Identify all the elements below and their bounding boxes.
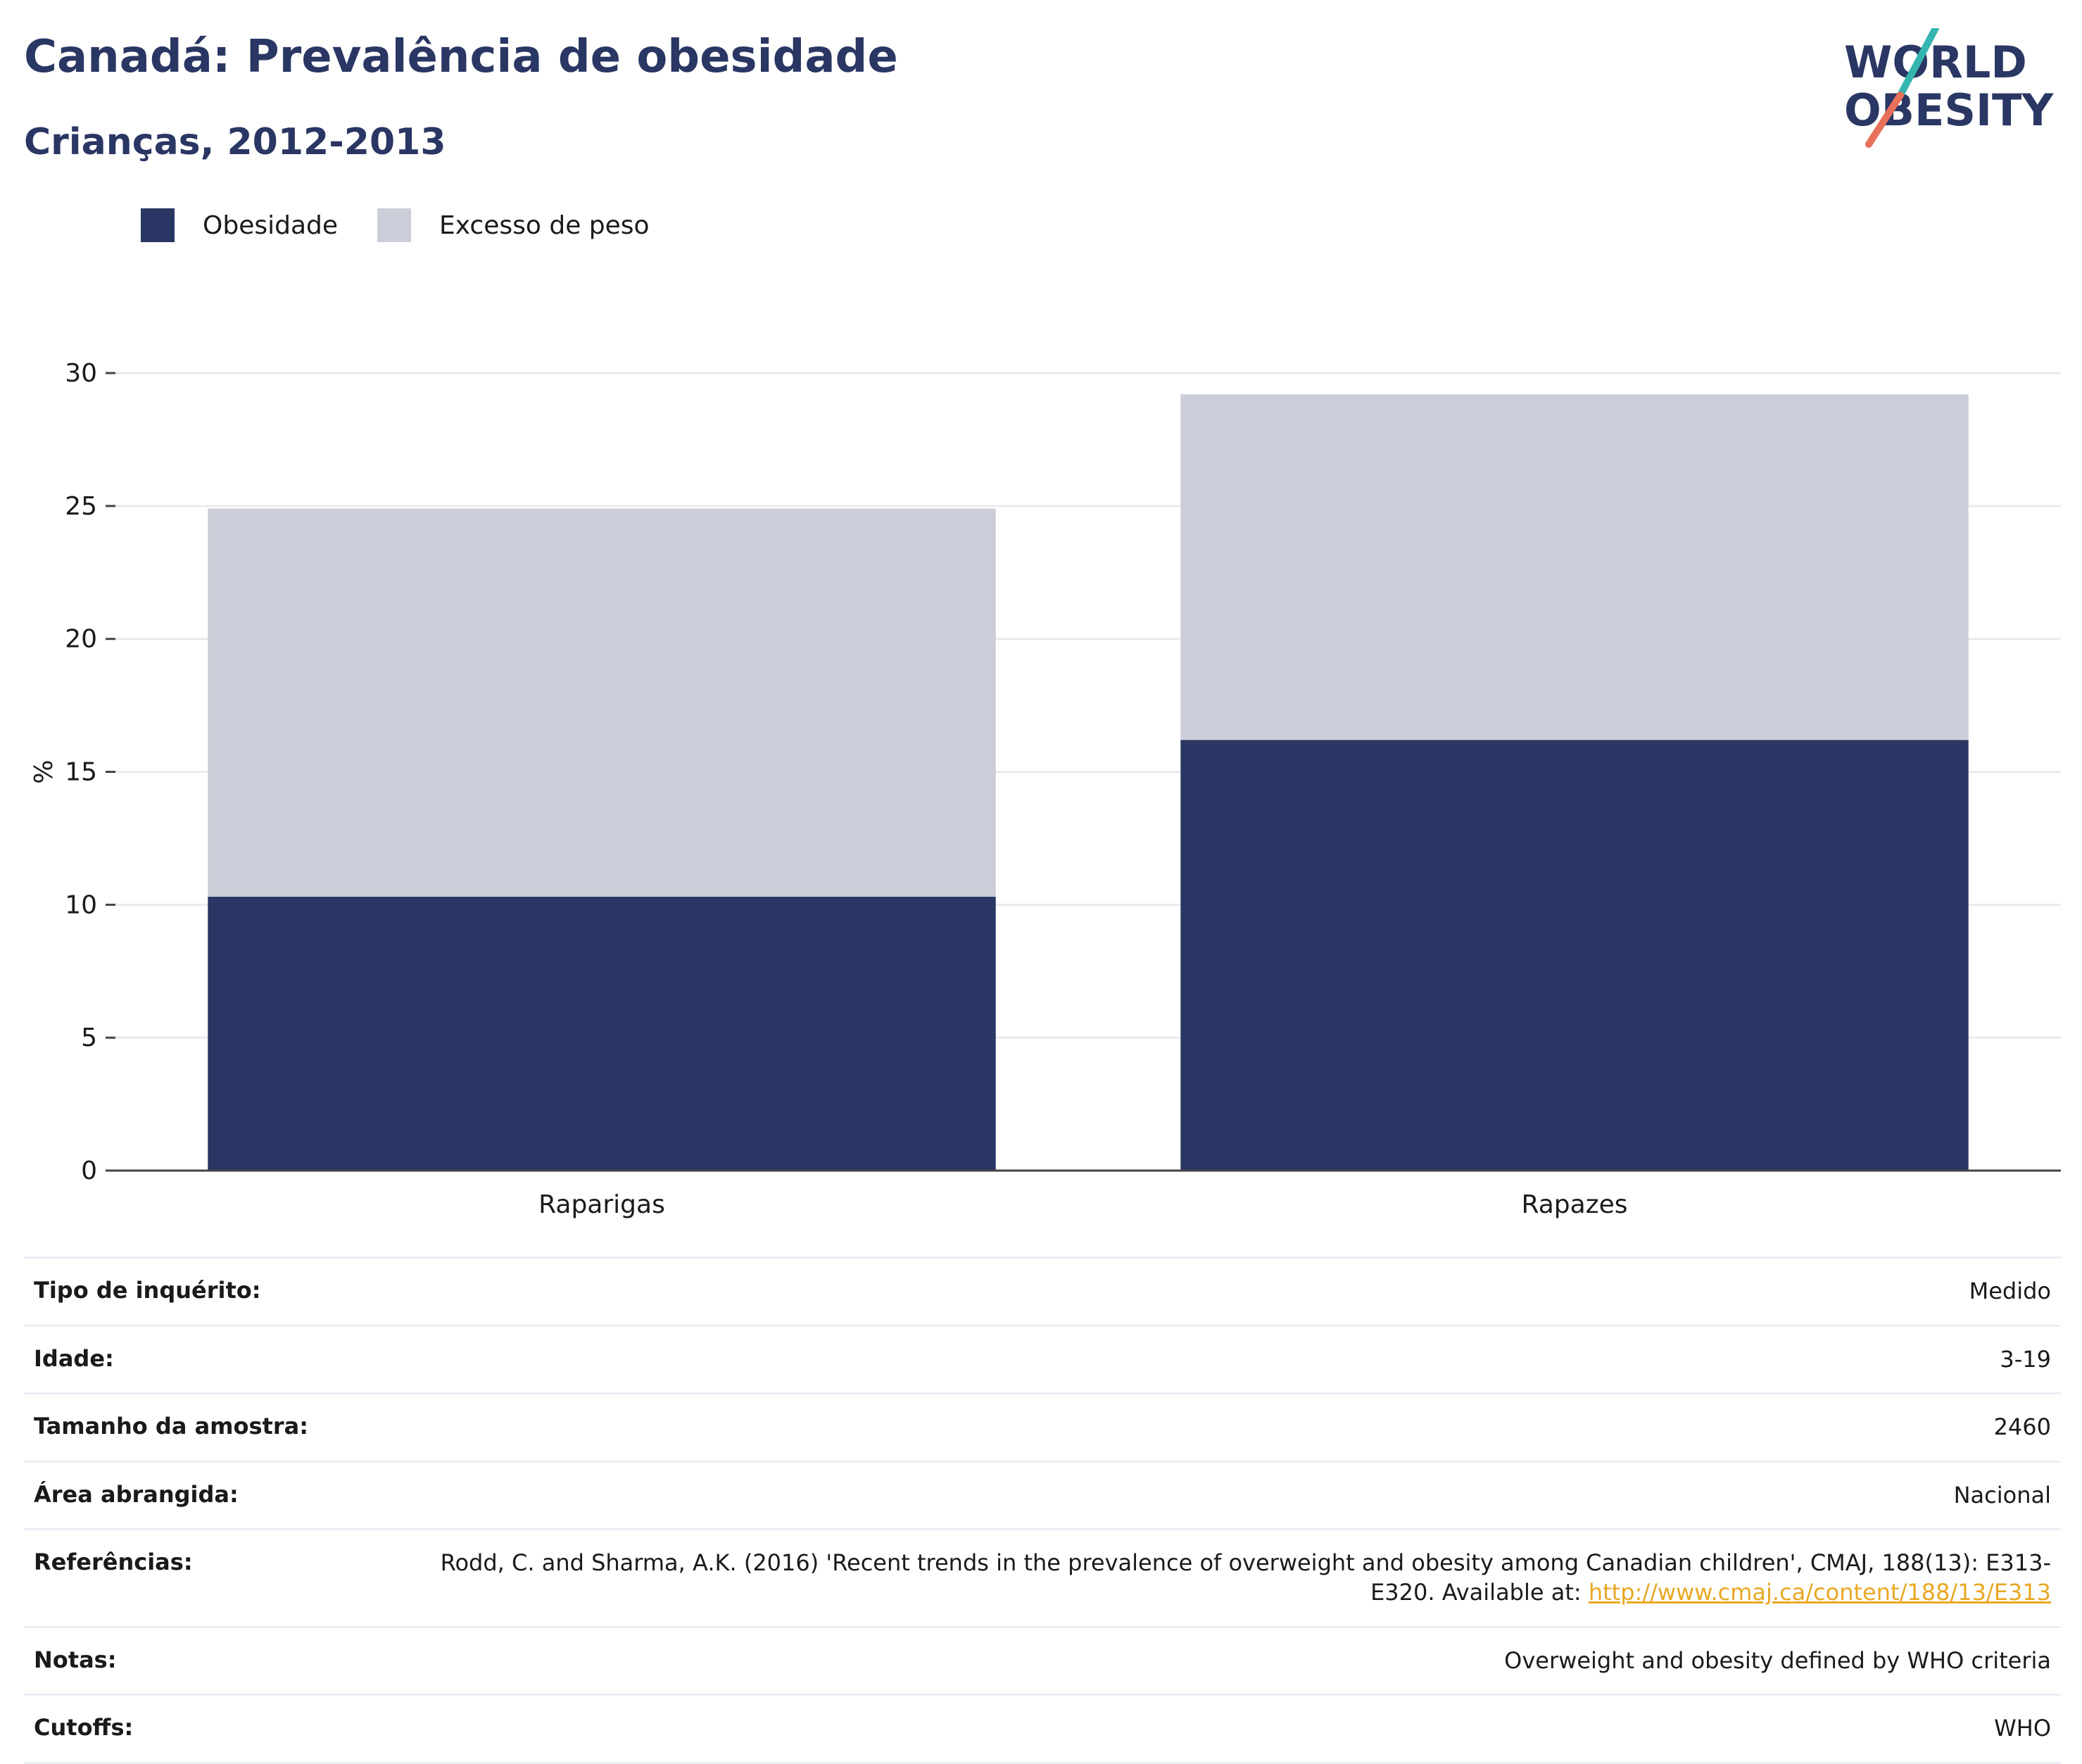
info-row-area: Área abrangida: Nacional (24, 1460, 2061, 1529)
info-label: Cutoffs: (34, 1714, 134, 1741)
info-row-references: Referências: Rodd, C. and Sharma, A.K. (… (24, 1528, 2061, 1625)
bar-obesity-raparigas (208, 897, 996, 1171)
reference-text: Rodd, C. and Sharma, A.K. (2016) 'Recent… (440, 1549, 2051, 1606)
y-tick-label: 15 (65, 758, 97, 787)
info-value: 2460 (1993, 1413, 2051, 1441)
y-tick-label: 20 (65, 625, 97, 654)
legend-label-obesity: Obesidade (203, 210, 339, 240)
info-row-sample-size: Tamanho da amostra: 2460 (24, 1392, 2061, 1461)
info-label: Notas: (34, 1646, 117, 1673)
bar-obesity-rapazes (1180, 740, 1969, 1171)
chart-subtitle: Crianças, 2012-2013 (24, 121, 446, 163)
legend-swatch-obesity (141, 208, 175, 242)
info-value: Nacional (1953, 1481, 2051, 1508)
info-row-notes: Notas: Overweight and obesity defined by… (24, 1625, 2061, 1694)
info-value: 3-19 (2000, 1345, 2051, 1373)
y-tick-label: 25 (65, 492, 97, 521)
info-label: Idade: (34, 1344, 114, 1372)
info-row-cutoffs: Cutoffs: WHO (24, 1694, 2061, 1764)
info-value-references: Rodd, C. and Sharma, A.K. (2016) 'Recent… (432, 1549, 2051, 1607)
info-label: Referências: (34, 1549, 193, 1576)
survey-info-table: Tipo de inquérito: Medido Idade: 3-19 Ta… (24, 1256, 2061, 1764)
chart-legend: Obesidade Excesso de peso (141, 208, 689, 242)
bar-chart: 0 5 10 15 20 25 30% Raparigas Rapazes (30, 359, 2061, 1219)
info-label: Área abrangida: (34, 1480, 239, 1508)
y-tick-label: 10 (65, 890, 97, 919)
info-row-age: Idade: 3-19 (24, 1324, 2061, 1393)
legend-item-overweight: Excesso de peso (377, 208, 650, 242)
legend-item-obesity: Obesidade (141, 208, 338, 242)
info-label: Tamanho da amostra: (34, 1413, 308, 1440)
y-tick-label: 5 (81, 1023, 97, 1052)
legend-swatch-overweight (377, 208, 412, 242)
reference-link[interactable]: http://www.cmaj.ca/content/188/13/E313 (1588, 1578, 2051, 1606)
bar-overweight-rapazes (1180, 394, 1969, 741)
bar-overweight-raparigas (208, 508, 996, 897)
world-obesity-logo: WORLD OBESITY (1844, 28, 2054, 148)
x-tick-label: Raparigas (538, 1190, 665, 1219)
chart-title: Canadá: Prevalência de obesidade (24, 31, 898, 83)
info-label: Tipo de inquérito: (34, 1277, 261, 1304)
y-tick-label: 30 (65, 359, 97, 388)
y-tick-label: 0 (81, 1157, 97, 1185)
info-value: WHO (1994, 1715, 2051, 1742)
legend-label-overweight: Excesso de peso (439, 210, 650, 240)
logo-line1: WORLD (1844, 37, 2027, 88)
info-value: Overweight and obesity defined by WHO cr… (1504, 1646, 2051, 1674)
y-axis-label: % (30, 760, 58, 783)
info-row-survey-type: Tipo de inquérito: Medido (24, 1256, 2061, 1325)
info-value: Medido (1969, 1278, 2051, 1304)
x-tick-label: Rapazes (1522, 1190, 1628, 1219)
